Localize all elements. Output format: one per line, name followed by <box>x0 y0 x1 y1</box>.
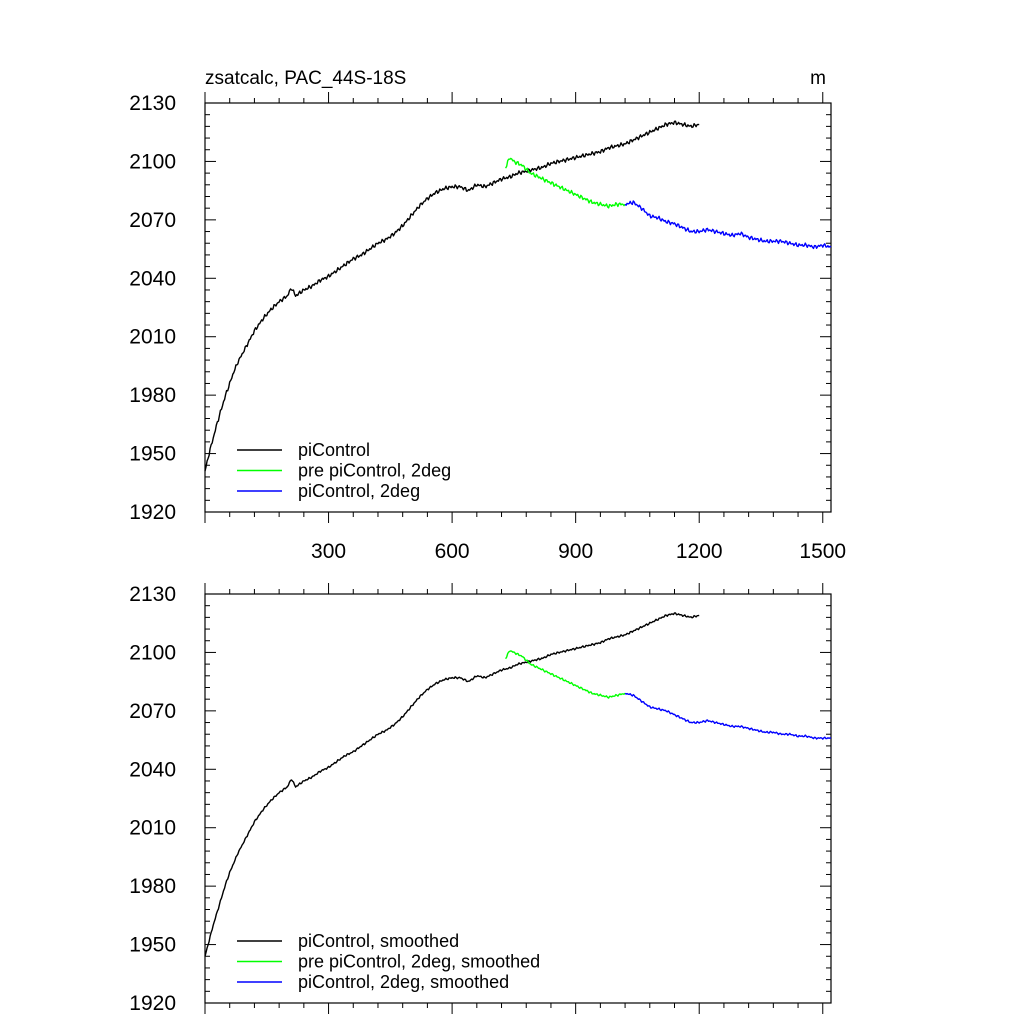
y-tick-label: 2130 <box>129 583 176 606</box>
y-tick-label: 2070 <box>129 209 176 232</box>
chart-title: zsatcalc, PAC_44S-18S <box>205 68 406 89</box>
series-line-pre-picontrol-2deg-smoothed <box>505 650 626 699</box>
upper-panel: 1920 1950 1980 2010 2040 2070 2100 2130 300 600 90… <box>129 68 846 563</box>
y-tick-label: 2070 <box>129 700 176 723</box>
y-tick-label: 2040 <box>129 267 176 290</box>
series-line-picontrol-smoothed <box>204 612 700 957</box>
y-tick-label: 1950 <box>129 934 176 957</box>
x-tick-label: 900 <box>558 540 593 563</box>
y-tick-label: 1920 <box>129 992 176 1015</box>
series-line-picontrol <box>204 120 700 472</box>
y-tick-label: 2100 <box>129 641 176 664</box>
y-tick-label: 2010 <box>129 326 176 349</box>
legend-label-pre-picontrol-2deg-smoothed: pre piControl, 2deg, smoothed <box>298 952 540 972</box>
y-tick-label: 1980 <box>129 384 176 407</box>
series-line-pre-picontrol-2deg <box>504 157 626 209</box>
units-label: m <box>810 68 826 89</box>
lower-panel: 1920 1950 1980 2010 2040 2070 2100 2130 piContro… <box>129 583 832 1015</box>
series-line-picontrol-2deg-smoothed <box>624 692 832 740</box>
plot-frame <box>204 593 832 1004</box>
legend-label-picontrol-smoothed: piControl, smoothed <box>298 931 459 951</box>
legend-label-picontrol-2deg-smoothed: piControl, 2deg, smoothed <box>298 972 509 992</box>
series-line-picontrol-2deg <box>624 200 832 250</box>
legend-label-pre-picontrol-2deg: pre piControl, 2deg <box>298 461 451 481</box>
legend-label-picontrol-2deg: piControl, 2deg <box>298 481 420 501</box>
y-tick-label: 2100 <box>129 150 176 173</box>
x-tick-label: 300 <box>311 540 346 563</box>
x-tick-label: 600 <box>435 540 470 563</box>
plot-frame <box>204 102 832 513</box>
y-tick-label: 2130 <box>129 92 176 115</box>
y-tick-label: 2040 <box>129 758 176 781</box>
y-tick-label: 1920 <box>129 501 176 524</box>
legend-label-picontrol: piControl <box>298 440 370 460</box>
y-tick-label: 2010 <box>129 817 176 840</box>
x-tick-label: 1200 <box>676 540 723 563</box>
x-tick-label: 1500 <box>799 540 846 563</box>
y-tick-label: 1980 <box>129 875 176 898</box>
y-tick-label: 1950 <box>129 443 176 466</box>
